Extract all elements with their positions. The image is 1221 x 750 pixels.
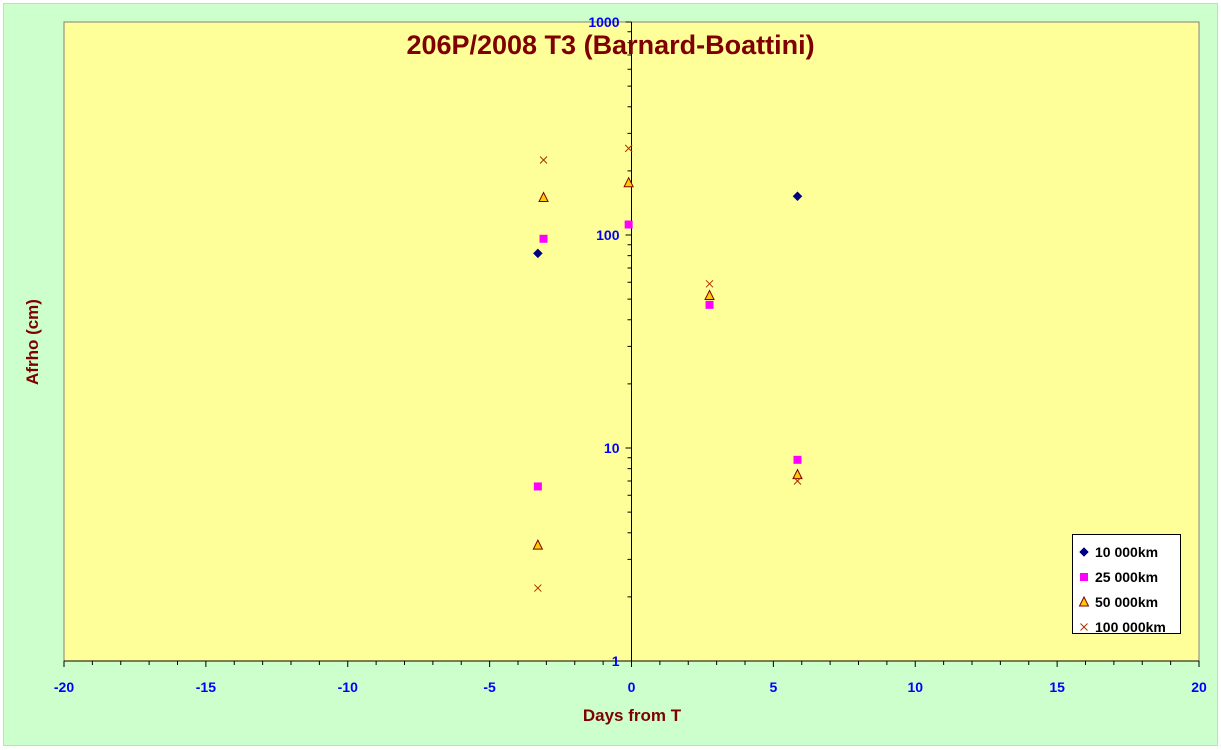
data-point xyxy=(538,191,549,202)
data-point xyxy=(623,176,634,188)
data-point xyxy=(624,144,633,153)
x-tick-label: -5 xyxy=(483,679,496,695)
data-point xyxy=(793,477,802,485)
data-point xyxy=(539,234,548,243)
x-tick-label: 15 xyxy=(1049,679,1065,695)
legend-marker xyxy=(1079,546,1089,557)
data-point xyxy=(705,300,714,309)
data-point xyxy=(705,279,714,288)
data-point xyxy=(539,156,548,164)
data-point xyxy=(704,289,715,300)
x-tick-label: -15 xyxy=(196,679,216,695)
x-tick-label: 10 xyxy=(907,679,923,695)
y-tick-label: 10 xyxy=(604,440,620,456)
data-point xyxy=(792,468,803,480)
legend-marker xyxy=(1080,622,1088,631)
legend-marker-shape xyxy=(1078,595,1090,606)
data-point xyxy=(793,455,802,464)
legend-item: 10 000km xyxy=(1073,539,1180,564)
legend-marker-shape xyxy=(1080,572,1088,581)
chart-title: 206P/2008 T3 (Barnard-Boattini) xyxy=(406,30,815,60)
data-point xyxy=(533,482,542,491)
data-point xyxy=(792,191,803,202)
legend-label: 25 000km xyxy=(1095,568,1159,585)
legend-item: 100 000km xyxy=(1073,614,1180,639)
x-tick-label: -10 xyxy=(338,679,358,695)
legend-label: 50 000km xyxy=(1095,593,1159,610)
legend-label: 10 000km xyxy=(1095,543,1159,560)
legend-label: 100 000km xyxy=(1095,618,1166,635)
y-tick-label: 1000 xyxy=(588,14,619,30)
legend-item: 50 000km xyxy=(1073,589,1180,614)
legend-item: 25 000km xyxy=(1073,564,1180,589)
data-point xyxy=(532,538,544,550)
x-tick-label: 0 xyxy=(628,679,636,695)
y-tick-label: 1 xyxy=(612,653,620,669)
y-tick-label: 100 xyxy=(596,227,620,243)
legend-marker xyxy=(1078,595,1090,606)
legend-marker-shape xyxy=(1079,546,1089,557)
x-tick-label: 20 xyxy=(1191,679,1207,695)
x-tick-label: 5 xyxy=(769,679,777,695)
legend: 10 000km 25 000km 50 000km 100 000km xyxy=(1072,534,1181,635)
data-point xyxy=(533,248,543,259)
legend-marker xyxy=(1080,572,1088,581)
y-axis-label: Afrho (cm) xyxy=(23,299,42,385)
data-point xyxy=(534,584,542,592)
legend-marker-shape xyxy=(1080,622,1088,631)
data-point xyxy=(624,220,633,229)
x-tick-label: -20 xyxy=(54,679,74,695)
x-axis-label: Days from T xyxy=(582,706,682,725)
